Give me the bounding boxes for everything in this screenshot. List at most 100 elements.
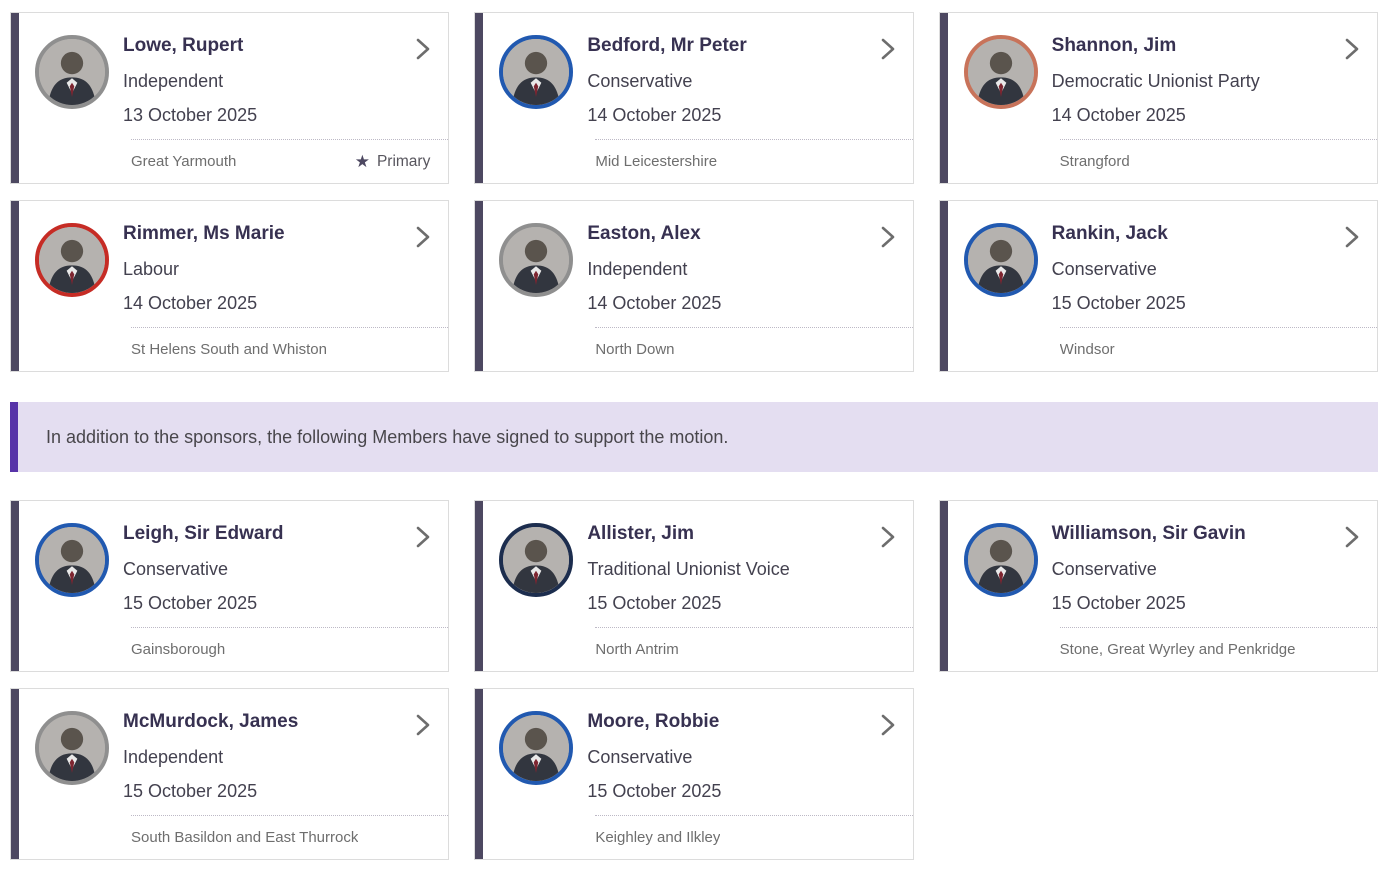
member-card[interactable]: Moore, Robbie Conservative 15 October 20… bbox=[474, 688, 914, 860]
card-footer: Stone, Great Wyrley and Penkridge ★ Prim… bbox=[1059, 627, 1377, 671]
chevron-right-icon bbox=[879, 38, 897, 139]
chevron-right-icon bbox=[879, 226, 897, 327]
card-accent-bar bbox=[475, 13, 484, 183]
member-card[interactable]: Leigh, Sir Edward Conservative 15 Octobe… bbox=[10, 500, 450, 672]
member-card[interactable]: Lowe, Rupert Independent 13 October 2025… bbox=[10, 12, 450, 184]
member-card[interactable]: Allister, Jim Traditional Unionist Voice… bbox=[474, 500, 914, 672]
card-body: Easton, Alex Independent 14 October 2025 bbox=[475, 201, 912, 327]
member-party: Conservative bbox=[587, 747, 693, 767]
member-party: Labour bbox=[123, 259, 180, 279]
member-avatar bbox=[499, 35, 574, 109]
member-avatar bbox=[35, 711, 109, 785]
member-name: Rimmer, Ms Marie bbox=[123, 223, 285, 244]
member-card[interactable]: Bedford, Mr Peter Conservative 14 Octobe… bbox=[474, 12, 914, 184]
member-constituency: Great Yarmouth bbox=[131, 153, 237, 170]
member-constituency: St Helens South and Whiston bbox=[131, 341, 327, 358]
member-avatar bbox=[35, 35, 109, 109]
card-accent-bar bbox=[475, 501, 484, 671]
member-name: Lowe, Rupert bbox=[123, 35, 244, 56]
member-name: McMurdock, James bbox=[123, 711, 299, 732]
member-info: McMurdock, James Independent 15 October … bbox=[123, 709, 298, 815]
member-avatar bbox=[499, 523, 574, 597]
member-avatar bbox=[499, 223, 574, 297]
card-body: McMurdock, James Independent 15 October … bbox=[11, 689, 448, 815]
signature-date: 15 October 2025 bbox=[587, 593, 722, 613]
chevron-right-icon bbox=[1343, 226, 1361, 327]
card-body: Allister, Jim Traditional Unionist Voice… bbox=[475, 501, 912, 627]
card-footer: Windsor ★ Primary bbox=[1059, 327, 1377, 371]
member-info: Leigh, Sir Edward Conservative 15 Octobe… bbox=[123, 521, 283, 627]
member-avatar bbox=[499, 711, 574, 785]
card-footer: North Antrim ★ Primary bbox=[595, 627, 913, 671]
chevron-right-icon bbox=[1343, 38, 1361, 139]
card-body: Rankin, Jack Conservative 15 October 202… bbox=[940, 201, 1377, 327]
member-info: Rimmer, Ms Marie Labour 14 October 2025 bbox=[123, 221, 285, 327]
chevron-right-icon bbox=[414, 714, 432, 815]
primary-badge: ★ Primary bbox=[345, 153, 431, 171]
supporters-banner: In addition to the sponsors, the followi… bbox=[10, 402, 1378, 472]
member-card[interactable]: Easton, Alex Independent 14 October 2025… bbox=[474, 200, 914, 372]
member-info: Williamson, Sir Gavin Conservative 15 Oc… bbox=[1052, 521, 1246, 627]
card-footer: Great Yarmouth ★ Primary bbox=[131, 139, 449, 183]
card-accent-bar bbox=[11, 501, 19, 671]
card-footer: St Helens South and Whiston ★ Primary bbox=[131, 327, 449, 371]
member-party: Conservative bbox=[1051, 259, 1157, 279]
member-name: Rankin, Jack bbox=[1051, 223, 1168, 244]
card-accent-bar bbox=[939, 201, 948, 371]
star-icon: ★ bbox=[354, 152, 370, 171]
member-photo-placeholder bbox=[39, 715, 105, 781]
member-constituency: Strangford bbox=[1059, 153, 1130, 170]
member-card[interactable]: Shannon, Jim Democratic Unionist Party 1… bbox=[938, 12, 1378, 184]
signature-date: 14 October 2025 bbox=[587, 293, 722, 313]
member-info: Easton, Alex Independent 14 October 2025 bbox=[587, 221, 721, 327]
card-body: Leigh, Sir Edward Conservative 15 Octobe… bbox=[11, 501, 448, 627]
member-party: Conservative bbox=[587, 71, 693, 91]
card-body: Bedford, Mr Peter Conservative 14 Octobe… bbox=[475, 13, 912, 139]
sponsors-grid: Lowe, Rupert Independent 13 October 2025… bbox=[10, 12, 1378, 372]
member-photo-placeholder bbox=[967, 39, 1034, 105]
member-info: Allister, Jim Traditional Unionist Voice… bbox=[587, 521, 789, 627]
member-party: Independent bbox=[587, 259, 688, 279]
member-photo-placeholder bbox=[503, 227, 570, 293]
member-party: Independent bbox=[123, 747, 224, 767]
member-name: Moore, Robbie bbox=[587, 711, 720, 732]
member-constituency: North Antrim bbox=[595, 641, 679, 658]
card-body: Shannon, Jim Democratic Unionist Party 1… bbox=[940, 13, 1377, 139]
signature-date: 14 October 2025 bbox=[1051, 105, 1186, 125]
card-body: Moore, Robbie Conservative 15 October 20… bbox=[475, 689, 912, 815]
card-footer: Keighley and Ilkley ★ Primary bbox=[595, 815, 913, 859]
chevron-right-icon bbox=[879, 714, 897, 815]
member-party: Conservative bbox=[1051, 559, 1157, 579]
supporters-grid: Leigh, Sir Edward Conservative 15 Octobe… bbox=[10, 500, 1378, 860]
member-card[interactable]: McMurdock, James Independent 15 October … bbox=[10, 688, 450, 860]
member-info: Lowe, Rupert Independent 13 October 2025 bbox=[123, 33, 257, 139]
card-accent-bar bbox=[939, 501, 948, 671]
card-body: Lowe, Rupert Independent 13 October 2025 bbox=[11, 13, 448, 139]
member-card[interactable]: Williamson, Sir Gavin Conservative 15 Oc… bbox=[938, 500, 1378, 672]
member-avatar bbox=[963, 35, 1038, 109]
member-photo-placeholder bbox=[503, 39, 570, 105]
member-name: Williamson, Sir Gavin bbox=[1051, 523, 1246, 544]
member-photo-placeholder bbox=[967, 527, 1034, 593]
member-photo-placeholder bbox=[503, 715, 570, 781]
card-footer: Strangford ★ Primary bbox=[1059, 139, 1377, 183]
card-accent-bar bbox=[475, 201, 484, 371]
member-info: Moore, Robbie Conservative 15 October 20… bbox=[587, 709, 721, 815]
card-body: Williamson, Sir Gavin Conservative 15 Oc… bbox=[940, 501, 1377, 627]
signature-date: 15 October 2025 bbox=[1051, 293, 1186, 313]
member-card[interactable]: Rimmer, Ms Marie Labour 14 October 2025 … bbox=[10, 200, 450, 372]
member-card[interactable]: Rankin, Jack Conservative 15 October 202… bbox=[938, 200, 1378, 372]
signature-date: 14 October 2025 bbox=[587, 105, 722, 125]
signature-date: 15 October 2025 bbox=[587, 781, 722, 801]
member-avatar bbox=[35, 523, 109, 597]
member-name: Leigh, Sir Edward bbox=[123, 523, 284, 544]
member-constituency: Windsor bbox=[1059, 341, 1115, 358]
signature-date: 15 October 2025 bbox=[123, 781, 258, 801]
member-photo-placeholder bbox=[967, 227, 1034, 293]
member-photo-placeholder bbox=[39, 227, 105, 293]
member-photo-placeholder bbox=[39, 39, 105, 105]
card-footer: Mid Leicestershire ★ Primary bbox=[595, 139, 913, 183]
chevron-right-icon bbox=[414, 226, 432, 327]
signature-date: 14 October 2025 bbox=[123, 293, 258, 313]
